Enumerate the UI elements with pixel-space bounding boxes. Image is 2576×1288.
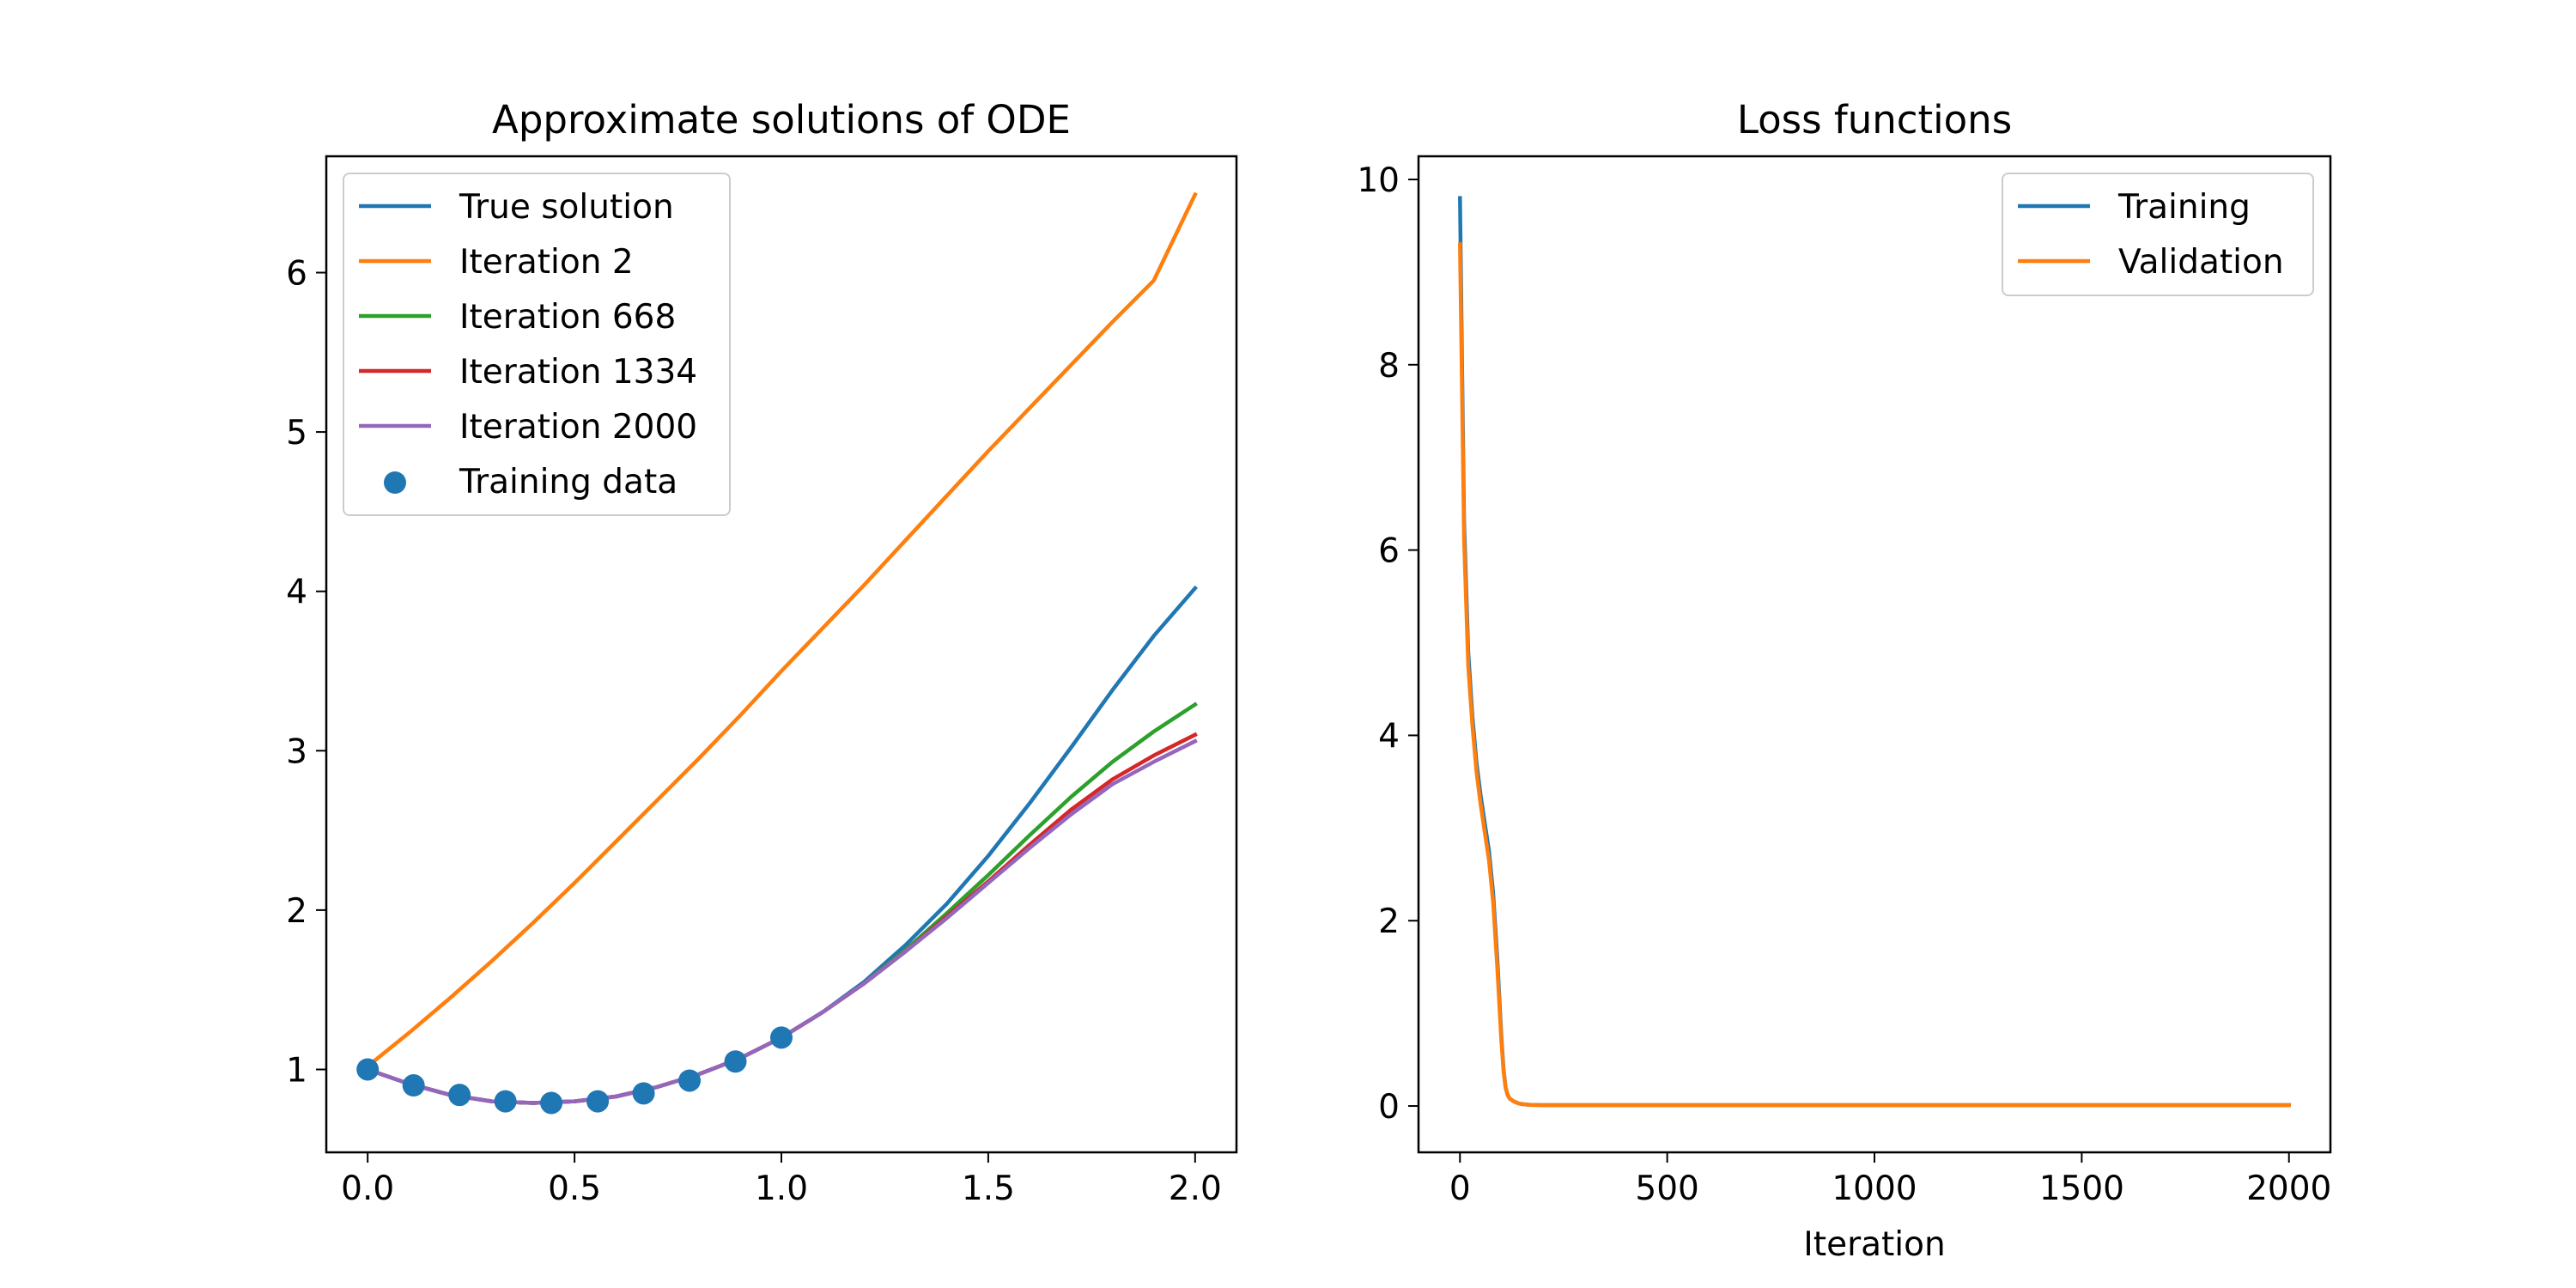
loss-legend-box	[2002, 173, 2314, 296]
ode-training-data-point	[356, 1058, 380, 1081]
ode-x-tick-label: 1.5	[962, 1170, 1015, 1208]
ode-legend-label-training-data: Training data	[459, 463, 677, 501]
loss-legend: Training Validation	[2002, 173, 2314, 296]
ode-legend-label-iteration-1334: Iteration 1334	[459, 353, 697, 392]
ode-legend-box	[343, 173, 731, 516]
ode-training-data-point	[632, 1082, 655, 1105]
ode-training-data-point	[586, 1090, 610, 1113]
ode-chart-title: Approximate solutions of ODE	[492, 97, 1071, 143]
loss-x-tick-label: 1000	[1832, 1170, 1917, 1208]
ode-y-tick-label: 2	[286, 892, 307, 931]
loss-series-validation	[1458, 242, 2291, 1108]
loss-chart-title: Loss functions	[1737, 97, 2012, 143]
ode-y-tick-label: 1	[286, 1051, 307, 1090]
ode-x-tick-label: 0.5	[548, 1170, 601, 1208]
ode-y-tick-label: 4	[286, 574, 307, 612]
loss-x-ticks: 0 500 1000 1500 2000	[1449, 1152, 2331, 1208]
ode-x-ticks: 0.0 0.5 1.0 1.5 2.0	[341, 1152, 1222, 1208]
loss-y-tick-label: 4	[1378, 717, 1400, 756]
ode-legend-label-iteration-668: Iteration 668	[459, 298, 676, 337]
ode-y-tick-label: 5	[286, 414, 307, 453]
loss-x-tick-label: 500	[1635, 1170, 1698, 1208]
ode-x-tick-label: 0.0	[341, 1170, 394, 1208]
loss-x-tick-label: 1500	[2039, 1170, 2124, 1208]
ode-training-data-point	[448, 1084, 471, 1107]
ode-training-data-point	[540, 1091, 563, 1115]
ode-solutions-panel: Approximate solutions of ODE 0.0 0.5 1.0 1.…	[286, 97, 1238, 1208]
ode-legend-swatch-training-data	[384, 471, 406, 494]
loss-y-tick-label: 2	[1378, 902, 1400, 941]
loss-y-tick-label: 10	[1357, 161, 1400, 200]
loss-y-tick-label: 8	[1378, 347, 1400, 386]
ode-legend-label-iteration-2: Iteration 2	[459, 243, 634, 282]
ode-legend-label-true-solution: True solution	[459, 188, 674, 227]
ode-legend-label-iteration-2000: Iteration 2000	[459, 408, 697, 447]
ode-x-tick-label: 2.0	[1169, 1170, 1222, 1208]
ode-training-data-point	[724, 1050, 747, 1073]
loss-x-tick-label: 0	[1449, 1170, 1471, 1208]
ode-x-tick-label: 1.0	[755, 1170, 808, 1208]
loss-x-axis-label: Iteration	[1803, 1225, 1945, 1264]
ode-y-tick-label: 3	[286, 732, 307, 771]
ode-y-tick-label: 6	[286, 254, 307, 293]
loss-x-tick-label: 2000	[2246, 1170, 2331, 1208]
loss-axes-frame	[1417, 155, 2332, 1154]
ode-legend: True solution Iteration 2 Iteration 668 Ite…	[343, 173, 731, 516]
ode-series-iteration-2	[365, 191, 1198, 1069]
loss-y-tick-label: 6	[1378, 532, 1400, 571]
ode-training-data-point	[770, 1026, 793, 1049]
loss-legend-label-validation: Validation	[2118, 243, 2284, 282]
ode-plot-area	[356, 191, 1198, 1115]
ode-y-ticks: 1 2 3 4 5 6	[286, 254, 326, 1090]
ode-axes-frame	[325, 155, 1238, 1154]
loss-panel: Loss functions 0 500 1000 1500 2000 0246810 …	[1357, 97, 2331, 1264]
loss-legend-label-training: Training	[2117, 188, 2251, 227]
ode-training-data-point	[494, 1090, 517, 1113]
loss-y-tick-label: 0	[1378, 1088, 1400, 1127]
ode-training-data-point	[678, 1069, 702, 1092]
loss-plot-area	[1458, 196, 2291, 1108]
loss-y-ticks: 0 2 4 6 8 10	[1357, 161, 1419, 1127]
ode-training-data-point	[402, 1074, 425, 1097]
